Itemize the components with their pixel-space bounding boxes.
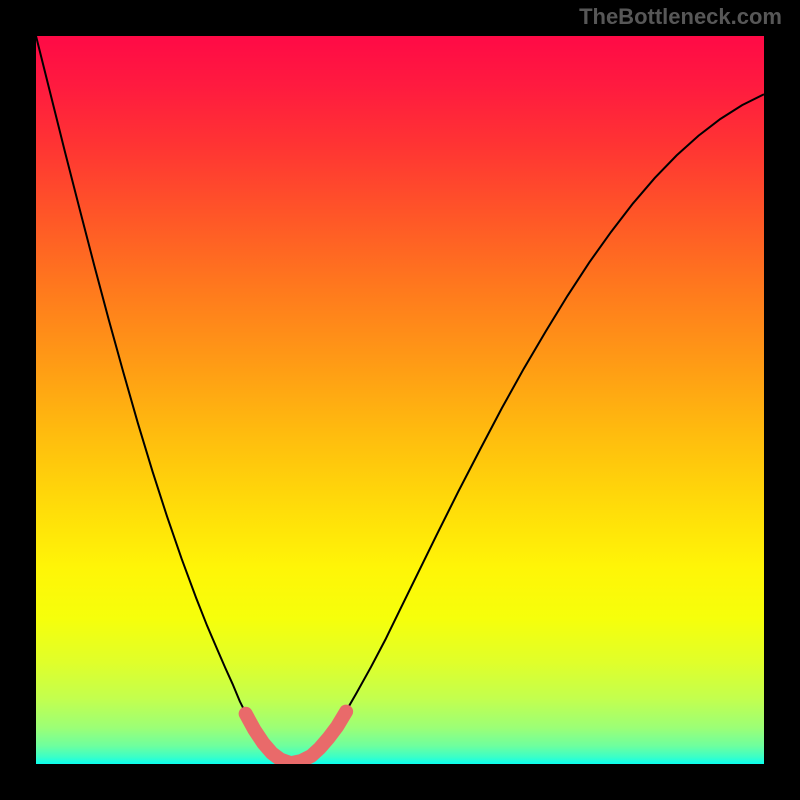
chart-background <box>36 36 764 764</box>
watermark-text: TheBottleneck.com <box>579 4 782 30</box>
chart-svg <box>36 36 764 764</box>
chart-plot-area <box>36 36 764 764</box>
